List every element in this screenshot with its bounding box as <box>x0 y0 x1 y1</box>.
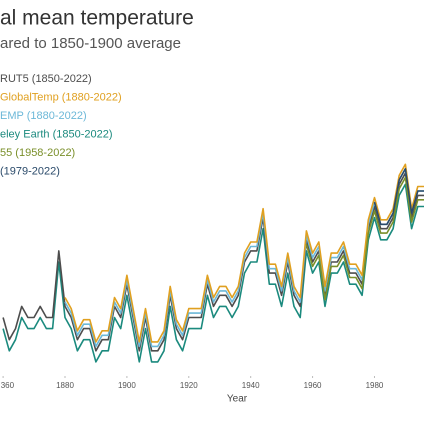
chart-title: al mean temperature <box>0 7 194 30</box>
legend-entry: (1979-2022) <box>0 165 60 177</box>
legend-entry: GlobalTemp (1880-2022) <box>0 91 122 103</box>
series-line <box>2 172 424 352</box>
x-tick-label: 1880 <box>56 381 74 390</box>
legend-entry: EMP (1880-2022) <box>0 110 87 122</box>
chart-subtitle: ared to 1850-1900 average <box>0 35 181 52</box>
series-line <box>305 176 424 301</box>
x-tick-label: 1980 <box>366 381 384 390</box>
legend-entry: 55 (1958-2022) <box>0 147 75 159</box>
x-tick-label: 360 <box>1 381 15 390</box>
x-tick-label: 1960 <box>304 381 322 390</box>
series-line <box>64 163 424 343</box>
series-line <box>64 168 424 348</box>
series-line <box>2 183 424 363</box>
x-axis-title: Year <box>227 394 248 405</box>
x-tick-label: 1920 <box>180 381 198 390</box>
legend-entry: eley Earth (1850-2022) <box>0 128 113 140</box>
series-line <box>373 168 424 226</box>
legend-entry: RUT5 (1850-2022) <box>0 73 92 85</box>
x-tick-label: 1900 <box>118 381 136 390</box>
x-tick-label: 1940 <box>242 381 260 390</box>
